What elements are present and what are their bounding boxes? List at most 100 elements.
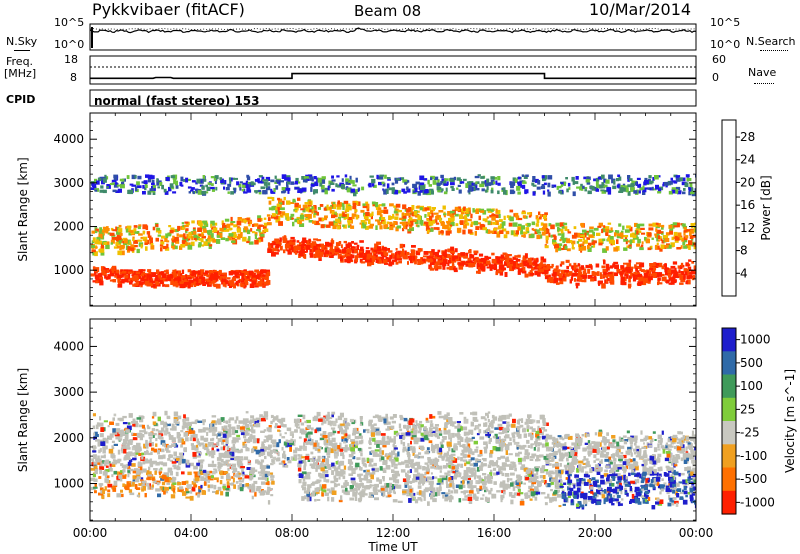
velocity-cell: [134, 420, 138, 426]
power-cell: [212, 275, 215, 279]
power-cell: [353, 191, 357, 197]
velocity-cell: [386, 440, 390, 445]
power-cell: [210, 233, 214, 238]
power-cell: [241, 189, 244, 192]
power-cell: [692, 270, 696, 275]
power-cell: [460, 181, 465, 184]
velocity-cell: [333, 467, 339, 472]
velocity-cell: [310, 451, 314, 455]
velocity-cell: [376, 443, 380, 448]
power-cell: [674, 238, 679, 243]
power-cell: [187, 244, 193, 250]
power-cell: [129, 277, 133, 282]
power-cell: [257, 215, 262, 220]
power-cell: [671, 236, 674, 241]
power-cell: [606, 267, 610, 271]
power-cell: [641, 241, 644, 245]
power-cell: [309, 242, 314, 246]
power-cell: [638, 278, 643, 282]
power-cell: [406, 208, 410, 213]
power-cell: [277, 242, 282, 245]
power-cell: [330, 248, 336, 253]
power-cell: [479, 223, 484, 229]
power-cell: [657, 281, 660, 286]
velocity-cell: [122, 483, 125, 487]
velocity-cell: [300, 460, 306, 463]
power-cell: [297, 190, 301, 193]
velocity-cell: [646, 494, 649, 499]
power-cell: [530, 273, 535, 276]
power-cell: [196, 178, 201, 184]
power-cell: [213, 272, 218, 277]
power-cell: [366, 205, 369, 210]
power-cell: [170, 175, 175, 179]
power-cell: [542, 258, 547, 263]
velocity-cell: [514, 467, 517, 472]
velocity-cell: [213, 484, 217, 490]
power-cell: [537, 231, 541, 234]
power-cell: [631, 180, 635, 185]
power-cell: [586, 237, 590, 240]
velocity-cell: [397, 451, 400, 457]
power-cell: [484, 180, 488, 183]
velocity-cell: [493, 481, 497, 485]
power-cell: [480, 263, 484, 267]
velocity-cell: [240, 448, 243, 453]
power-cell: [394, 180, 399, 184]
power-cell: [318, 256, 322, 261]
power-cell: [379, 174, 384, 177]
power-cell: [137, 239, 143, 242]
power-cell: [525, 227, 530, 232]
power-cell: [106, 176, 109, 180]
power-cell: [375, 258, 379, 263]
velocity-cell: [419, 420, 423, 424]
velocity-cell: [369, 451, 373, 455]
power-cell: [531, 182, 535, 186]
power-cell: [381, 181, 385, 185]
velocity-cell: [119, 458, 122, 462]
power-cell: [573, 266, 576, 270]
power-cell: [258, 189, 262, 192]
power-cell: [95, 239, 99, 245]
power-cell: [497, 231, 500, 234]
power-cell: [351, 246, 355, 250]
power-cell: [174, 236, 179, 242]
power-cell: [626, 262, 631, 267]
power-cell: [404, 250, 407, 256]
power-cell: [632, 278, 637, 282]
power-cell: [543, 230, 549, 234]
power-cell: [170, 227, 175, 231]
velocity-cell: [531, 470, 534, 475]
power-cell: [202, 175, 205, 179]
power-cell: [542, 214, 547, 220]
power-cell: [440, 174, 444, 179]
power-cell: [683, 188, 686, 191]
power-cell: [541, 231, 546, 236]
power-cell: [185, 228, 189, 232]
velocity-cell: [436, 436, 440, 439]
power-cell: [326, 204, 329, 209]
velocity-cell: [680, 437, 684, 440]
power-cell: [685, 280, 688, 285]
power-cell: [595, 263, 600, 268]
power-cell: [551, 263, 554, 268]
velocity-cell: [504, 445, 510, 451]
velocity-cell: [604, 458, 610, 462]
power-cell: [447, 262, 450, 267]
velocity-cell: [561, 492, 566, 496]
power-cell: [445, 187, 448, 193]
power-cell: [120, 280, 125, 284]
power-cell: [134, 186, 138, 191]
velocity-cell: [608, 460, 611, 465]
velocity-cell: [409, 469, 412, 473]
velocity-cell: [634, 480, 637, 485]
velocity-cell: [121, 429, 125, 433]
power-cell: [664, 238, 670, 242]
power-cell: [391, 253, 395, 258]
velocity-cell: [98, 476, 102, 479]
power-cell: [679, 282, 684, 285]
power-cell: [590, 265, 593, 270]
power-cell: [693, 265, 696, 269]
power-cell: [593, 275, 597, 279]
power-cell: [383, 189, 387, 195]
